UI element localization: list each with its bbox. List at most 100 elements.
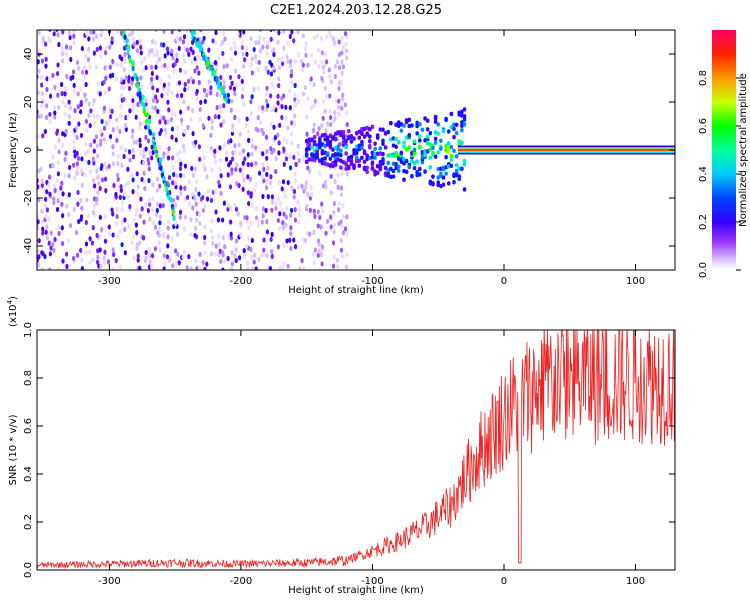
heatmap-cell xyxy=(245,45,249,52)
heatmap-cell xyxy=(111,211,115,217)
heatmap-cell xyxy=(282,45,286,51)
heatmap-cell xyxy=(195,65,199,71)
heatmap-cell xyxy=(391,153,396,158)
heatmap-cell xyxy=(72,40,76,46)
heatmap-cell xyxy=(402,161,406,166)
heatmap-cell xyxy=(234,68,238,74)
heatmap-cell xyxy=(217,179,221,186)
heatmap-cell xyxy=(80,266,84,270)
heatmap-cell xyxy=(92,203,96,210)
heatmap-cell xyxy=(286,40,290,47)
heatmap-cell xyxy=(268,180,272,186)
heatmap-cell xyxy=(325,93,329,99)
heatmap-cell xyxy=(124,75,128,81)
heatmap-cell xyxy=(155,59,160,65)
heatmap-cell xyxy=(172,68,176,74)
heatmap-cell xyxy=(317,170,322,176)
heatmap-cell xyxy=(337,111,341,117)
top-x-tick-label: -300 xyxy=(98,276,121,287)
heatmap-cell xyxy=(230,127,234,133)
heatmap-cell xyxy=(41,35,45,41)
heatmap-cell xyxy=(229,205,233,212)
heatmap-cell xyxy=(56,92,60,98)
heatmap-cell xyxy=(102,255,106,261)
heatmap-cell xyxy=(102,79,106,85)
heatmap-cell xyxy=(340,59,344,65)
heatmap-cell xyxy=(136,184,140,190)
heatmap-cell xyxy=(312,35,317,41)
heatmap-cell xyxy=(254,266,258,270)
heatmap-cell xyxy=(126,46,130,53)
heatmap-cell xyxy=(257,170,262,176)
heatmap-cell xyxy=(237,117,241,123)
heatmap-cell xyxy=(339,219,343,225)
heatmap-cell xyxy=(241,86,245,92)
heatmap-cell xyxy=(362,149,367,154)
heatmap-cell xyxy=(191,130,195,137)
heatmap-cell xyxy=(151,131,156,138)
heatmap-cell xyxy=(198,156,202,162)
heatmap-cell xyxy=(191,205,195,211)
heatmap-cell xyxy=(80,182,84,188)
heatmap-cell xyxy=(247,224,251,231)
heatmap-cell xyxy=(272,147,276,153)
heatmap-cell xyxy=(226,255,230,262)
heatmap-cell xyxy=(306,62,310,68)
heatmap-cell xyxy=(360,155,364,160)
heatmap-cell xyxy=(207,60,211,67)
heatmap-cell xyxy=(104,120,109,127)
heatmap-cell xyxy=(67,192,71,198)
heatmap-cell xyxy=(166,155,171,161)
heatmap-cell xyxy=(221,267,225,270)
heatmap-cell xyxy=(289,68,294,74)
heatmap-cell xyxy=(142,153,146,159)
heatmap-cell xyxy=(228,74,233,81)
heatmap-cell xyxy=(115,206,119,212)
heatmap-cell xyxy=(103,176,108,182)
heatmap-cell xyxy=(243,156,247,162)
heatmap-cell xyxy=(298,212,302,218)
heatmap-cell xyxy=(265,50,269,56)
heatmap-cell xyxy=(272,105,276,111)
heatmap-cell xyxy=(162,266,166,270)
heatmap-cell xyxy=(111,161,115,167)
heatmap-cell xyxy=(136,257,140,263)
heatmap-cell xyxy=(149,64,154,70)
heatmap-cell xyxy=(187,51,191,58)
heatmap-cell xyxy=(211,189,215,196)
heatmap-cell xyxy=(410,123,414,128)
heatmap-cell xyxy=(178,67,182,73)
heatmap-cell xyxy=(301,155,305,161)
heatmap-cell xyxy=(158,56,162,62)
heatmap-cell xyxy=(65,203,69,209)
colorbar-ticks: 0.00.20.40.60.8 xyxy=(698,70,741,278)
heatmap-cell xyxy=(222,102,226,109)
heatmap-cell xyxy=(132,139,136,145)
heatmap-cell xyxy=(47,182,51,188)
heatmap-cell xyxy=(95,232,99,239)
heatmap-cell xyxy=(213,159,218,165)
snr-panel: -300 -200 -100 0 100 0.00.20.40.60.81.0 Heig… xyxy=(6,296,676,596)
heatmap-cell xyxy=(193,195,197,201)
heatmap-cell xyxy=(272,51,276,58)
heatmap-cell xyxy=(140,59,144,66)
heatmap-cell xyxy=(99,53,103,59)
heatmap-cell xyxy=(257,105,262,111)
heatmap-cell xyxy=(158,247,162,254)
heatmap-cell xyxy=(198,55,202,62)
heatmap-cell xyxy=(205,174,209,180)
heatmap-cell xyxy=(142,179,146,185)
heatmap-cell xyxy=(211,240,215,246)
heatmap-cell xyxy=(410,151,414,156)
heatmap-cell xyxy=(217,241,221,247)
heatmap-cell xyxy=(96,259,100,265)
heatmap-cell xyxy=(72,131,76,138)
heatmap-cell xyxy=(301,33,305,39)
heatmap-cell xyxy=(454,168,459,174)
heatmap-cell xyxy=(236,211,240,217)
heatmap-cell xyxy=(270,207,274,213)
heatmap-cell xyxy=(436,122,441,127)
heatmap-cell xyxy=(155,74,159,81)
heatmap-cell xyxy=(142,160,146,166)
heatmap-cell xyxy=(139,75,143,81)
